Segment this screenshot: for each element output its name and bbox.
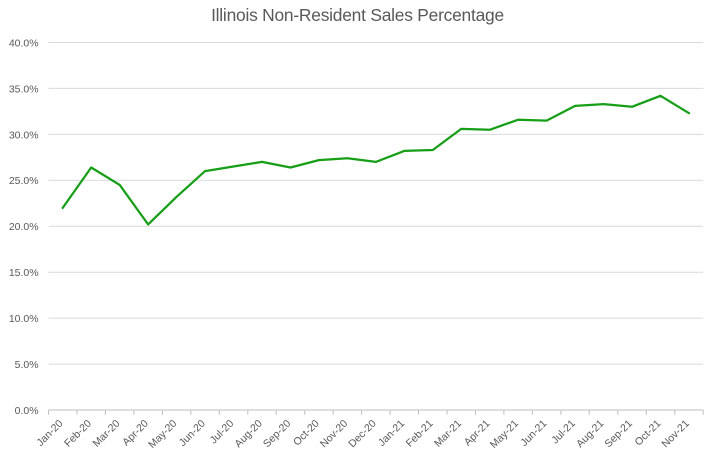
svg-text:35.0%: 35.0% (9, 83, 39, 95)
svg-text:0.0%: 0.0% (15, 405, 39, 417)
svg-text:25.0%: 25.0% (9, 175, 39, 187)
svg-text:40.0%: 40.0% (9, 37, 39, 49)
svg-text:20.0%: 20.0% (9, 221, 39, 233)
svg-text:10.0%: 10.0% (9, 313, 39, 325)
svg-text:15.0%: 15.0% (9, 267, 39, 279)
svg-text:Illinois Non-Resident Sales Pe: Illinois Non-Resident Sales Percentage (211, 5, 504, 25)
svg-text:30.0%: 30.0% (9, 129, 39, 141)
svg-text:5.0%: 5.0% (15, 359, 39, 371)
